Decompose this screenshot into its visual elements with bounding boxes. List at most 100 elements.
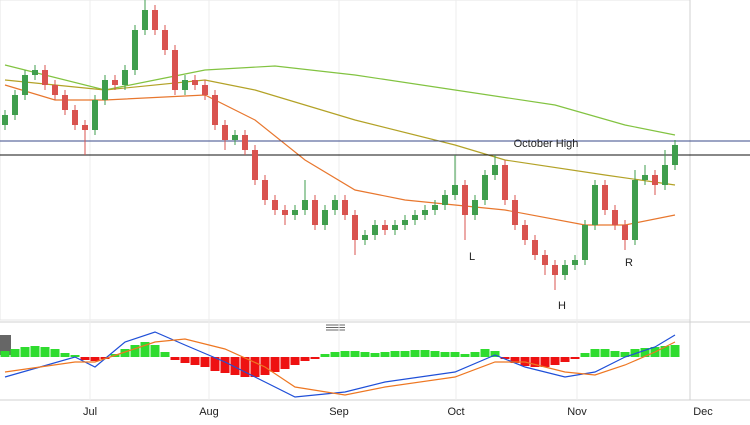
candle-body	[652, 175, 658, 185]
candle-body	[252, 150, 258, 180]
candle-body	[282, 210, 288, 215]
x-tick-label: Dec	[693, 406, 713, 418]
histogram-bar	[20, 347, 30, 357]
histogram-bar	[470, 352, 480, 357]
candle-body	[322, 210, 328, 225]
candle-body	[662, 165, 668, 185]
candle-body	[522, 225, 528, 240]
histogram-bar	[230, 357, 240, 375]
histogram-bar	[280, 357, 290, 369]
histogram-bar	[360, 352, 370, 357]
candle-body	[22, 75, 28, 95]
histogram-bar	[10, 349, 20, 357]
candle-body	[362, 235, 368, 240]
candle-body	[192, 80, 198, 85]
histogram-bar	[380, 352, 390, 357]
candle-body	[152, 10, 158, 30]
histogram-bar	[400, 351, 410, 357]
histogram-bar	[450, 352, 460, 357]
histogram-bar	[270, 357, 280, 372]
candle-body	[272, 200, 278, 210]
histogram-bar	[190, 357, 200, 365]
candle-body	[12, 95, 18, 115]
histogram-bar	[80, 357, 90, 360]
candle-body	[162, 30, 168, 50]
time-grid	[89, 0, 578, 400]
histogram-bar	[220, 357, 230, 373]
x-tick-label: Jul	[83, 406, 97, 418]
x-tick-label: Sep	[329, 406, 349, 418]
candle-body	[2, 115, 8, 125]
price-panel	[0, 0, 691, 321]
candle-body	[472, 200, 478, 215]
candle-body	[42, 70, 48, 85]
histogram-bar	[370, 353, 380, 357]
histogram-bar	[430, 351, 440, 357]
candle-body	[172, 50, 178, 90]
histogram-bar	[290, 357, 300, 365]
histogram-bar	[460, 354, 470, 357]
candle-body	[612, 210, 618, 225]
histogram-bar	[40, 347, 50, 357]
x-tick-label: Nov	[567, 406, 587, 418]
candle-body	[632, 180, 638, 240]
candle-body	[642, 175, 648, 180]
indicator-line	[4, 338, 676, 396]
candle-body	[352, 215, 358, 240]
histogram-bar	[340, 351, 350, 357]
candle-body	[302, 200, 308, 210]
histogram-bar	[260, 357, 270, 375]
annotation: L	[469, 251, 475, 263]
histogram-bar	[670, 345, 680, 357]
candle-body	[392, 225, 398, 230]
candle-body	[502, 165, 508, 200]
candle-body	[482, 175, 488, 200]
histogram-bar	[240, 357, 250, 377]
x-tick-label: Aug	[199, 406, 219, 418]
histogram-bar	[310, 357, 320, 359]
candle-body	[142, 10, 148, 30]
histogram-bar	[330, 352, 340, 357]
histogram-bar	[510, 357, 520, 363]
histogram-bar	[160, 352, 170, 357]
candle-body	[262, 180, 268, 200]
candle-body	[102, 80, 108, 100]
candle-body	[342, 200, 348, 215]
histogram-bar	[180, 357, 190, 363]
histogram-bar	[0, 351, 10, 357]
histogram-bar	[130, 345, 140, 357]
candle-body	[212, 95, 218, 125]
candle-body	[112, 80, 118, 85]
annotation: H	[558, 300, 566, 312]
candle-body	[462, 185, 468, 215]
candle-body	[382, 225, 388, 230]
histogram-bar	[480, 349, 490, 357]
histogram-bar	[590, 349, 600, 357]
histogram-bar	[320, 354, 330, 357]
histogram-bar	[250, 357, 260, 377]
candle-body	[442, 195, 448, 205]
histogram-bar	[410, 350, 420, 357]
histogram-bar	[300, 357, 310, 361]
candle-body	[432, 205, 438, 210]
histogram-bar	[120, 349, 130, 357]
histogram-bar	[140, 342, 150, 357]
candle-body	[292, 210, 298, 215]
candle-body	[452, 185, 458, 195]
panel-button[interactable]	[0, 335, 11, 355]
candle-body	[552, 265, 558, 275]
candle-body	[492, 165, 498, 175]
candle-body	[62, 95, 68, 110]
histogram-bar	[490, 351, 500, 357]
candle-body	[312, 200, 318, 225]
histogram-bar	[50, 349, 60, 357]
histogram-bar	[550, 357, 560, 365]
candle-body	[402, 220, 408, 225]
histogram-bar	[200, 357, 210, 367]
histogram-bar	[660, 346, 670, 357]
histogram-bar	[610, 351, 620, 357]
resize-handle[interactable]	[326, 324, 345, 331]
histogram-bar	[620, 352, 630, 357]
candle-body	[332, 200, 338, 210]
